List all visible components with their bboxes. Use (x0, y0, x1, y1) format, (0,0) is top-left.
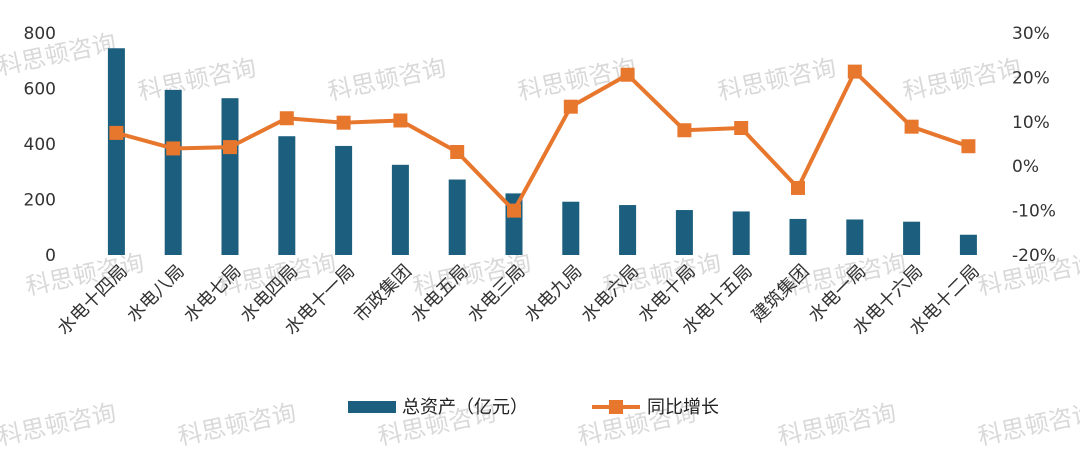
y-right-tick-label: 10% (1012, 113, 1050, 133)
line-path (115, 69, 970, 213)
y-right-tick-label: -10% (1012, 202, 1056, 222)
bar (278, 136, 296, 255)
line-point (166, 141, 181, 156)
line-point (223, 140, 237, 155)
bar (335, 145, 353, 255)
line-point (393, 113, 408, 128)
watermark-text: 科思顿咨询 (0, 29, 119, 81)
legend-label-bar: 总资产（亿元） (402, 397, 528, 418)
line-point (904, 119, 919, 134)
bar (846, 219, 864, 255)
bar (789, 218, 807, 255)
line-point (563, 99, 578, 114)
line-point (734, 121, 749, 136)
y-left-tick-label: 600 (24, 80, 56, 100)
y-left-tick-label: 0 (45, 246, 56, 266)
bar (732, 211, 750, 255)
legend-swatch-marker (609, 400, 623, 414)
bar (107, 48, 125, 256)
line-point (450, 144, 465, 159)
bar (221, 98, 239, 256)
watermark-text: 科思顿咨询 (900, 54, 1023, 106)
y-right-tick-label: 20% (1012, 68, 1050, 88)
line-point (279, 111, 294, 126)
watermark-text: 科思顿咨询 (175, 399, 298, 449)
watermark-text: 科思顿咨询 (325, 54, 448, 106)
bar-series (107, 48, 977, 256)
line-point (620, 67, 635, 82)
line-point (507, 203, 521, 218)
x-category-label: 市政集团 (350, 261, 416, 327)
legend: 总资产（亿元） 同比增长 (348, 397, 719, 418)
line-series (109, 64, 976, 218)
bar (959, 234, 977, 255)
watermark-text: 科思顿咨询 (775, 399, 898, 449)
line-point (336, 115, 351, 130)
line-point (791, 180, 805, 195)
bar (562, 201, 580, 255)
y-left-tick-label: 400 (24, 135, 56, 155)
line-point (677, 123, 692, 138)
bar (903, 221, 921, 255)
line-point (961, 139, 976, 154)
line-point (847, 64, 862, 79)
bar (448, 179, 466, 255)
watermark-text: 科思顿咨询 (715, 54, 838, 106)
legend-swatch-bar (348, 401, 396, 413)
y-right-tick-label: -20% (1012, 246, 1056, 266)
watermark-text: 科思顿咨询 (975, 399, 1080, 449)
bar (675, 210, 693, 255)
y-left-tick-label: 200 (24, 191, 56, 211)
bar (391, 164, 409, 255)
watermark-text: 科思顿咨询 (135, 54, 258, 106)
bar (164, 89, 182, 255)
watermark-text: 科思顿咨询 (0, 399, 119, 449)
y-right-tick-label: 0% (1012, 157, 1039, 177)
legend-label-line: 同比增长 (647, 397, 719, 418)
y-left-tick-label: 800 (24, 24, 56, 44)
y-right-tick-label: 30% (1012, 24, 1050, 44)
line-point (109, 125, 124, 140)
bar (619, 205, 637, 255)
